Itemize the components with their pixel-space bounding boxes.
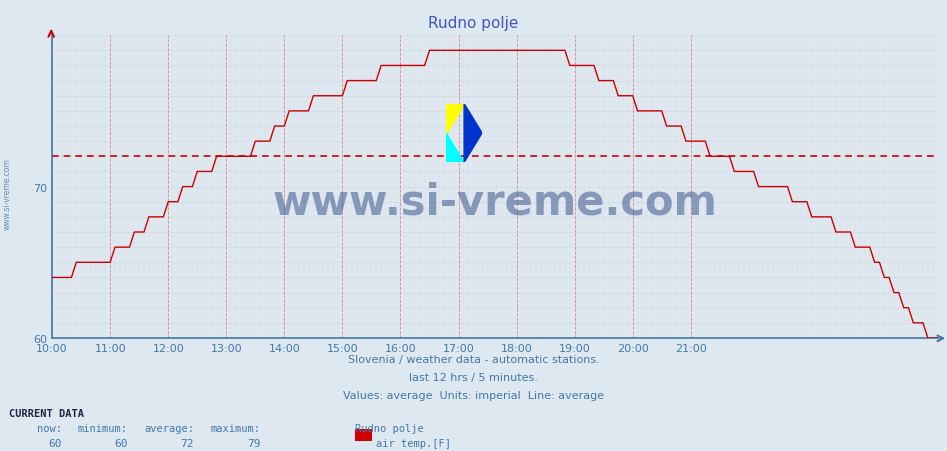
Text: now:: now: [37,423,62,433]
Text: air temp.[F]: air temp.[F] [376,438,451,448]
Text: 60: 60 [48,438,62,448]
Text: last 12 hrs / 5 minutes.: last 12 hrs / 5 minutes. [409,372,538,382]
Polygon shape [446,133,464,163]
Text: Rudno polje: Rudno polje [355,423,424,433]
Polygon shape [446,104,464,133]
Text: CURRENT DATA: CURRENT DATA [9,408,84,418]
Text: www.si-vreme.com: www.si-vreme.com [3,158,12,230]
Text: average:: average: [144,423,194,433]
Text: minimum:: minimum: [78,423,128,433]
Text: 79: 79 [247,438,260,448]
Text: maximum:: maximum: [210,423,260,433]
Text: www.si-vreme.com: www.si-vreme.com [273,181,717,223]
Text: Slovenia / weather data - automatic stations.: Slovenia / weather data - automatic stat… [348,354,599,364]
Text: 60: 60 [115,438,128,448]
Text: 72: 72 [181,438,194,448]
Polygon shape [464,104,482,163]
Text: Values: average  Units: imperial  Line: average: Values: average Units: imperial Line: av… [343,390,604,400]
Text: Rudno polje: Rudno polje [428,16,519,31]
